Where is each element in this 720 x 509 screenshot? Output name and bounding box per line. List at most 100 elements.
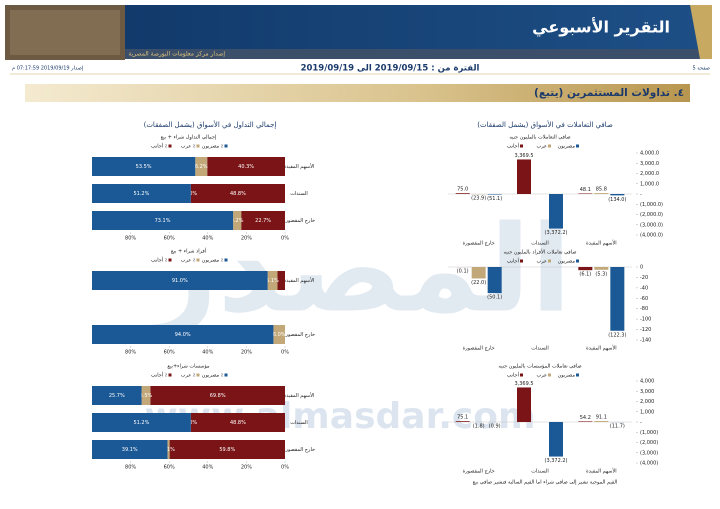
chart-title: مؤسسات شراء+بيع <box>167 364 209 370</box>
bar <box>594 267 609 270</box>
report-title: التقرير الأسبوعي <box>532 18 670 38</box>
legend-swatch <box>196 373 200 377</box>
bar <box>487 194 502 195</box>
bar-segment <box>150 386 285 405</box>
chart-title: إجمالي التداول شراء + بيع <box>161 135 217 141</box>
bar <box>549 422 563 457</box>
value-label: 59.8% <box>219 447 235 453</box>
y-tick-label: (1,000) <box>640 430 658 436</box>
value-label: 53.5% <box>136 164 152 170</box>
legend-swatch <box>520 373 523 377</box>
value-label: 94.0% <box>175 332 191 338</box>
legend-label: أجانب <box>507 258 520 265</box>
y-tick-label: 2,000 <box>640 399 654 405</box>
x-tick-label: 80% <box>125 236 136 242</box>
bar <box>549 194 563 229</box>
chart-title: صافي التعاملات بالمليون جنيه <box>509 135 570 141</box>
legend-swatch <box>520 144 523 148</box>
y-tick-label: - <box>640 192 642 198</box>
header-band <box>125 5 710 49</box>
value-label: 51.2% <box>133 191 149 197</box>
legend-swatch <box>168 258 172 262</box>
legend-label: أجانب ٪ <box>151 372 168 379</box>
bar-segment <box>92 211 234 230</box>
category-label: السندات <box>290 420 308 426</box>
category-label: الأسهم المقيدة <box>284 163 315 170</box>
bar-segment <box>92 440 168 459</box>
value-label: 22.7% <box>255 218 271 224</box>
chart-title: أفراد شراء + بيع <box>171 248 207 255</box>
y-tick-label: (1,000.0) <box>640 202 663 208</box>
footnote: القيم الموجبة تشير إلى صافي شراء اما الق… <box>473 480 618 486</box>
bar <box>517 159 531 194</box>
value-label: (134.0) <box>608 197 626 203</box>
value-label: 40.3% <box>238 164 254 170</box>
bar <box>594 193 609 194</box>
value-label: (1.8) <box>473 424 485 430</box>
value-label: 51.2% <box>133 420 149 426</box>
y-tick-label: (4,000) <box>640 461 658 467</box>
chart-title: صافي تعاملات الأفراد بالمليون جنيه <box>504 249 577 256</box>
section-title: ٤. تداولات المستثمرين (يتبع) <box>534 87 684 99</box>
category-label: الأسهم المقيدة <box>284 277 315 284</box>
category-label: السندات <box>531 241 549 247</box>
x-tick-label: 40% <box>202 236 213 242</box>
legend-label: عرب <box>537 144 547 150</box>
chart-title: صافي تعاملات المؤسسات بالمليون جنيه <box>498 364 581 370</box>
value-label: 48.8% <box>230 191 246 197</box>
bar-segment <box>190 413 285 432</box>
legend-swatch <box>576 259 579 263</box>
value-label: (50.1) <box>487 295 502 301</box>
value-label: 91.1 <box>596 415 607 421</box>
y-tick-label: (3,000.0) <box>640 222 663 228</box>
bar <box>610 267 625 331</box>
bar-segment <box>273 325 285 344</box>
y-tick-label: 3,000.0 <box>640 161 659 167</box>
value-label: 6.0% <box>273 332 286 338</box>
bar <box>471 267 486 279</box>
y-tick-label: -80 <box>640 306 648 312</box>
y-tick-label: 1,000.0 <box>640 181 659 187</box>
category-label: الأسهم المقيدة <box>586 468 617 475</box>
x-tick-label: 20% <box>241 236 252 242</box>
y-tick-label: -60 <box>640 296 648 302</box>
legend-swatch <box>224 373 228 377</box>
value-label: 75.1 <box>457 415 468 421</box>
legend-label: مصريون <box>558 259 576 265</box>
legend-swatch <box>224 144 228 148</box>
legend-label: عرب ٪ <box>181 258 196 264</box>
value-label: 48.8% <box>230 420 246 426</box>
value-label: 5.1% <box>266 278 279 284</box>
y-tick-label: 4,000.0 <box>640 151 659 157</box>
value-label: 75.0 <box>457 187 468 193</box>
bar <box>610 194 625 196</box>
bar <box>517 387 531 422</box>
value-label: 39.1% <box>122 447 138 453</box>
legend-label: عرب ٪ <box>181 144 196 150</box>
legend-label: عرب ٪ <box>181 373 196 379</box>
value-label: (3,372.2) <box>545 458 568 464</box>
y-tick-label: -140 <box>640 338 651 344</box>
bar-segment <box>92 386 142 405</box>
report-subtitle: إصدار مركز معلومات البورصة المصرية <box>128 51 225 58</box>
legend-label: مصريون ٪ <box>202 373 224 379</box>
bar-segment <box>141 386 151 405</box>
y-tick-label: -120 <box>640 327 651 333</box>
legend-label: أجانب <box>507 372 520 379</box>
section-bar <box>25 84 690 102</box>
value-label: 25.7% <box>109 393 125 399</box>
bar <box>455 421 470 422</box>
category-label: الأسهم المقيدة <box>284 392 315 399</box>
value-label: 0.0% <box>184 420 197 426</box>
value-label: (22.0) <box>471 280 486 286</box>
bar-segment <box>195 157 208 176</box>
value-label: 85.8 <box>596 187 607 193</box>
bar-segment <box>190 184 285 203</box>
value-label: (51.1) <box>487 196 502 202</box>
legend-label: أجانب ٪ <box>151 257 168 264</box>
bar-segment <box>207 157 285 176</box>
y-tick-label: (3,000) <box>640 450 658 456</box>
value-label: 6.2% <box>195 164 208 170</box>
legend-label: أجانب <box>507 143 520 150</box>
